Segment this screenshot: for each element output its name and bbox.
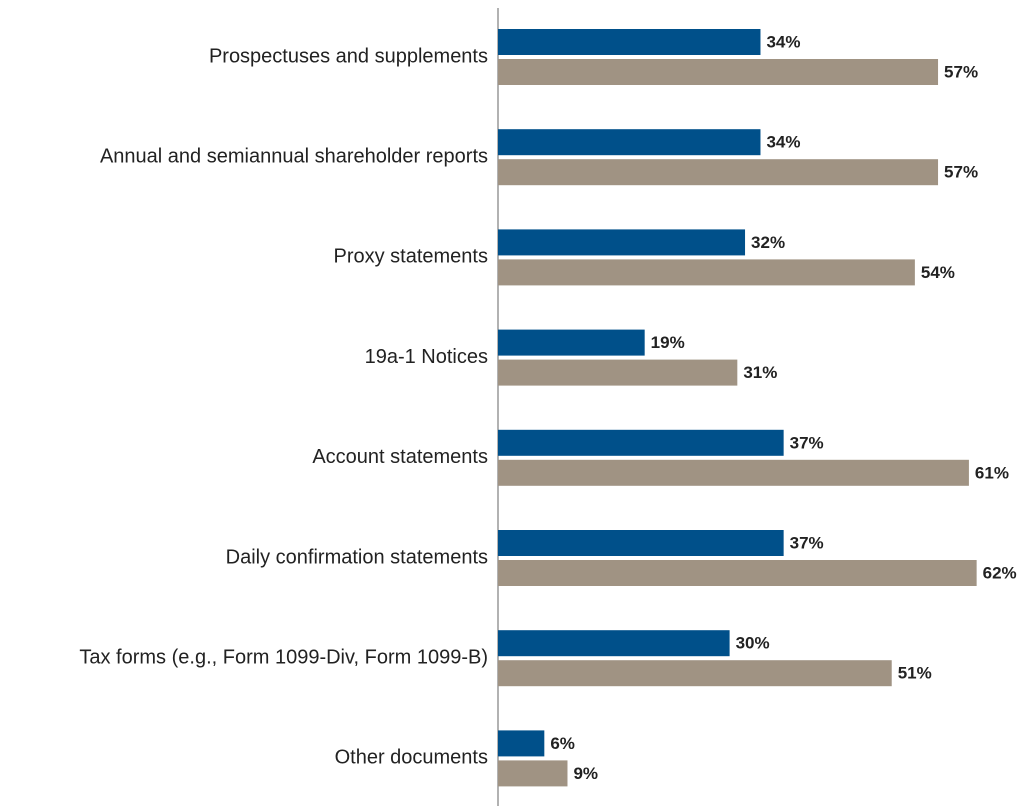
bar bbox=[498, 159, 939, 186]
bar bbox=[498, 59, 939, 85]
value-label: 6% bbox=[550, 734, 575, 753]
bar bbox=[498, 530, 784, 556]
value-label: 54% bbox=[921, 263, 955, 282]
category-label: Annual and semiannual shareholder report… bbox=[100, 145, 488, 167]
category-label: Proxy statements bbox=[333, 246, 488, 268]
category-label: Account statements bbox=[312, 446, 488, 468]
value-label: 51% bbox=[898, 664, 932, 683]
bar bbox=[498, 760, 568, 787]
value-label: 37% bbox=[790, 433, 824, 452]
bar bbox=[498, 329, 645, 356]
value-label: 31% bbox=[743, 363, 777, 382]
bar bbox=[498, 660, 892, 687]
category-label: 19a-1 Notices bbox=[365, 346, 488, 368]
bar bbox=[498, 560, 977, 586]
category-label: Tax forms (e.g., Form 1099-Div, Form 109… bbox=[79, 646, 488, 668]
value-label: 57% bbox=[944, 62, 978, 81]
value-label: 57% bbox=[944, 163, 978, 182]
category-label: Other documents bbox=[335, 747, 488, 769]
bar bbox=[498, 29, 761, 55]
bar bbox=[498, 359, 738, 386]
category-label: Prospectuses and supplements bbox=[209, 45, 488, 67]
bar bbox=[498, 630, 730, 657]
value-label: 37% bbox=[790, 533, 824, 552]
bar bbox=[498, 459, 969, 486]
bar bbox=[498, 429, 784, 456]
value-label: 9% bbox=[573, 764, 598, 783]
value-label: 34% bbox=[766, 133, 800, 152]
value-label: 19% bbox=[651, 333, 685, 352]
value-label: 32% bbox=[751, 233, 785, 252]
value-label: 61% bbox=[975, 463, 1009, 482]
bar bbox=[498, 229, 746, 256]
bar bbox=[498, 730, 545, 757]
value-label: 62% bbox=[983, 563, 1017, 582]
category-label: Daily confirmation statements bbox=[226, 546, 488, 568]
bar bbox=[498, 129, 761, 156]
value-label: 34% bbox=[766, 32, 800, 51]
value-label: 30% bbox=[736, 634, 770, 653]
bar bbox=[498, 259, 915, 286]
